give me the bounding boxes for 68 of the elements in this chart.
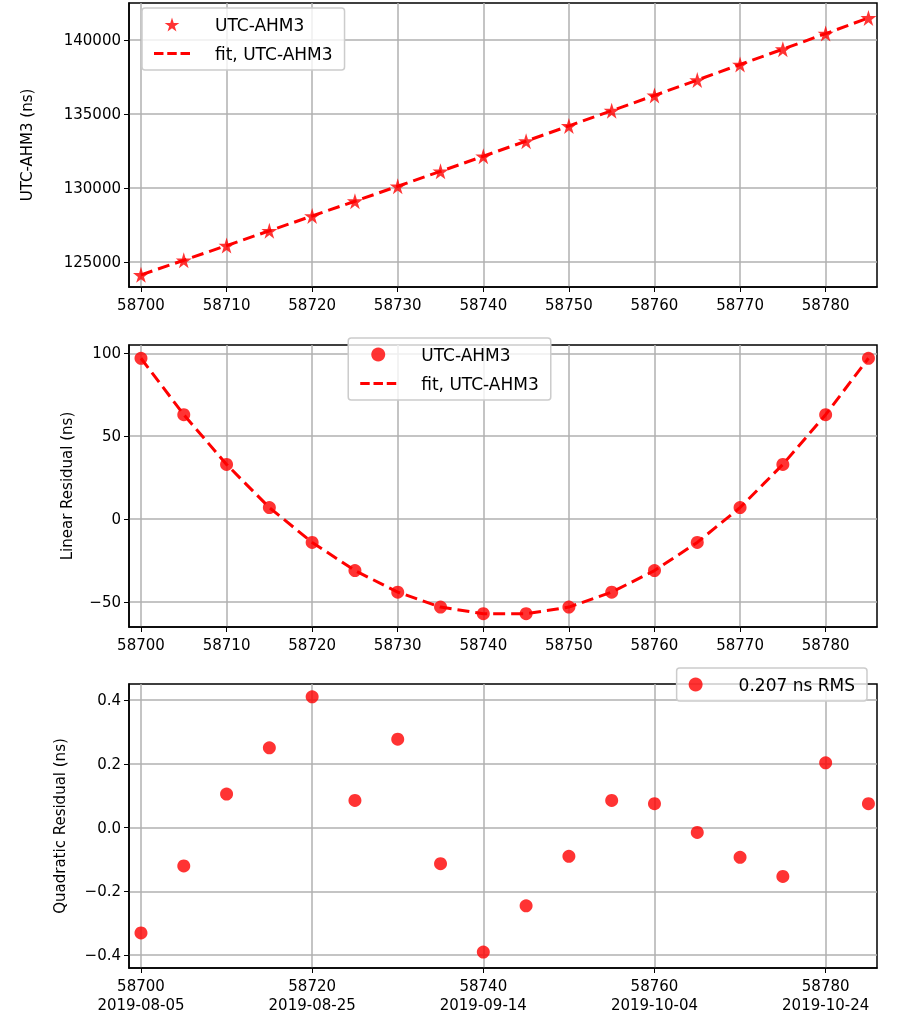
x-tick-label: 58720 — [288, 636, 337, 654]
point — [690, 825, 704, 839]
x-tick-label: 58740 — [459, 296, 508, 314]
x-tick-label: 58730 — [373, 636, 422, 654]
point — [648, 797, 661, 811]
x-tick-label: 58720 — [288, 296, 337, 314]
x-tick-label: 58740 — [459, 977, 508, 995]
x2-tick-label: 2019-08-05 — [97, 995, 185, 1014]
legend-label: UTC-AHM3 — [421, 344, 511, 365]
x-tick-label: 58760 — [630, 296, 679, 314]
x-tick-label: 58760 — [630, 636, 679, 654]
y-tick-label: 130000 — [63, 178, 121, 197]
y-tick-label: −50 — [89, 593, 121, 612]
point — [861, 797, 875, 811]
legend-label: 0.207 ns RMS — [738, 674, 856, 695]
y-tick-label: −0.2 — [84, 882, 121, 901]
y-tick-label: 125000 — [63, 252, 121, 271]
y-tick-label: 0.2 — [97, 754, 121, 773]
y-tick-label: 135000 — [63, 104, 121, 123]
x-tick-label: 58700 — [117, 977, 165, 995]
x-tick-label: 58780 — [801, 636, 850, 654]
y-tick-label: 100 — [92, 344, 121, 363]
x2-tick-label: 2019-08-25 — [268, 995, 356, 1014]
point — [348, 793, 362, 807]
point — [476, 945, 490, 959]
x-tick-label: 58760 — [630, 977, 679, 995]
point — [819, 756, 833, 770]
point — [860, 9, 877, 26]
legend-label: UTC-AHM3 — [215, 14, 305, 35]
y-tick-label: 0 — [111, 510, 121, 529]
y-axis-title: UTC-AHM3 (ns) — [17, 88, 36, 202]
point — [305, 690, 319, 704]
x-tick-label: 58700 — [117, 636, 165, 654]
y-tick-label: 50 — [101, 427, 121, 446]
x-tick-label: 58710 — [202, 296, 251, 314]
point — [733, 850, 747, 864]
y-tick-label: 0.4 — [97, 690, 121, 709]
point — [434, 857, 448, 871]
y-tick-label: 0.0 — [97, 818, 121, 837]
x-tick-label: 58780 — [801, 296, 850, 314]
x-tick-label: 58780 — [801, 977, 850, 995]
x-tick-label: 58730 — [373, 296, 422, 314]
point — [519, 899, 533, 913]
x-tick-label: 58750 — [545, 296, 593, 314]
y-tick-label: −0.4 — [84, 946, 121, 965]
point — [134, 926, 148, 940]
point — [776, 869, 790, 883]
point — [177, 859, 191, 873]
point — [605, 793, 619, 807]
y-axis-title: Linear Residual (ns) — [57, 411, 76, 561]
legend-label: fit, UTC-AHM3 — [421, 373, 539, 394]
x-tick-label: 58770 — [716, 296, 764, 314]
x-tick-label: 58740 — [459, 636, 508, 654]
x-tick-label: 58720 — [288, 977, 337, 995]
x-tick-label: 58770 — [716, 636, 764, 654]
point — [220, 787, 234, 801]
y-tick-label: 140000 — [63, 30, 121, 49]
point — [391, 732, 405, 746]
x2-tick-label: 2019-10-04 — [610, 995, 699, 1014]
legend-label: fit, UTC-AHM3 — [215, 43, 333, 64]
x-tick-label: 58710 — [202, 636, 251, 654]
x-tick-label: 58750 — [545, 636, 593, 654]
x-tick-label: 58700 — [117, 296, 165, 314]
x2-tick-label: 2019-09-14 — [439, 995, 527, 1014]
point — [262, 741, 276, 755]
point — [562, 849, 576, 863]
y-axis-title: Quadratic Residual (ns) — [50, 738, 69, 914]
x2-tick-label: 2019-10-24 — [782, 995, 870, 1014]
